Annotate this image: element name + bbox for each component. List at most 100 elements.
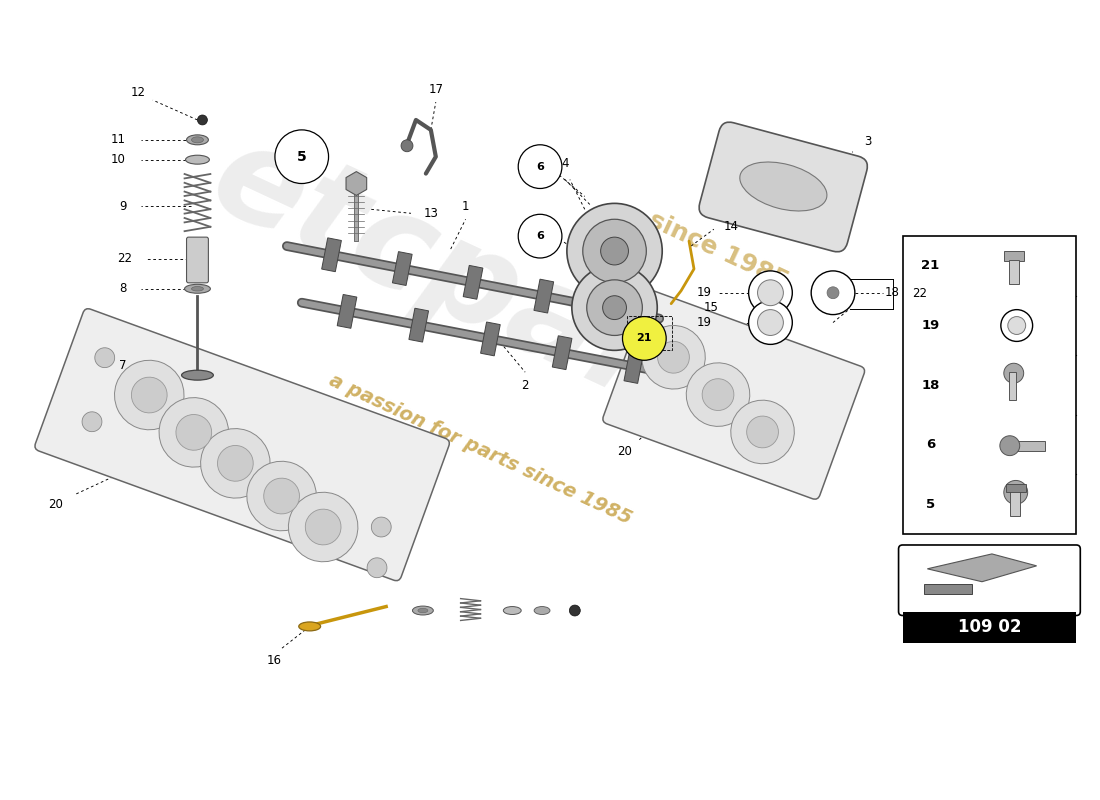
Text: 20: 20 xyxy=(48,498,63,510)
Ellipse shape xyxy=(299,622,320,631)
Circle shape xyxy=(1004,363,1024,383)
Circle shape xyxy=(1008,317,1025,334)
Circle shape xyxy=(570,605,581,616)
Polygon shape xyxy=(927,554,1036,582)
Polygon shape xyxy=(463,266,483,299)
Text: 9: 9 xyxy=(119,200,126,213)
Circle shape xyxy=(566,203,662,298)
Ellipse shape xyxy=(740,162,827,211)
Text: 19: 19 xyxy=(696,316,712,329)
Circle shape xyxy=(367,558,387,578)
Circle shape xyxy=(601,237,628,265)
Polygon shape xyxy=(552,336,572,370)
Text: 13: 13 xyxy=(424,207,438,220)
Text: 19: 19 xyxy=(921,319,939,332)
Bar xyxy=(1010,372,1016,400)
Text: 15: 15 xyxy=(703,301,718,314)
Circle shape xyxy=(623,317,667,360)
Text: 18: 18 xyxy=(886,286,900,299)
Polygon shape xyxy=(481,322,500,356)
Bar xyxy=(1004,251,1024,261)
Circle shape xyxy=(176,414,211,450)
Circle shape xyxy=(114,360,184,430)
Circle shape xyxy=(402,140,412,152)
Circle shape xyxy=(1000,436,1020,456)
Bar xyxy=(1009,260,1019,284)
Text: 14: 14 xyxy=(723,220,738,233)
Circle shape xyxy=(658,342,690,373)
Bar xyxy=(1005,485,1025,492)
Circle shape xyxy=(131,377,167,413)
Text: etcparts: etcparts xyxy=(191,112,808,490)
Text: 7: 7 xyxy=(119,358,126,372)
Ellipse shape xyxy=(535,606,550,614)
Circle shape xyxy=(686,363,750,426)
Circle shape xyxy=(264,478,299,514)
Text: 22: 22 xyxy=(912,287,927,300)
Bar xyxy=(627,315,672,350)
Polygon shape xyxy=(534,279,553,313)
Circle shape xyxy=(583,219,647,283)
Polygon shape xyxy=(605,293,625,326)
Ellipse shape xyxy=(504,606,521,614)
Ellipse shape xyxy=(186,155,209,164)
Ellipse shape xyxy=(191,286,204,291)
Text: 6: 6 xyxy=(536,231,544,241)
Text: 21: 21 xyxy=(921,259,939,273)
Text: 4: 4 xyxy=(561,157,569,170)
Text: 21: 21 xyxy=(637,334,652,343)
Text: 6: 6 xyxy=(926,438,935,451)
FancyBboxPatch shape xyxy=(899,545,1080,615)
Circle shape xyxy=(518,214,562,258)
Text: 20: 20 xyxy=(617,445,631,458)
Circle shape xyxy=(218,446,253,482)
Text: a passion for parts since 1985: a passion for parts since 1985 xyxy=(326,371,635,528)
Circle shape xyxy=(306,509,341,545)
Text: 18: 18 xyxy=(921,378,939,392)
Circle shape xyxy=(749,271,792,314)
Polygon shape xyxy=(338,294,356,328)
Ellipse shape xyxy=(185,284,210,294)
Bar xyxy=(1010,441,1045,450)
FancyBboxPatch shape xyxy=(35,309,450,581)
Text: 10: 10 xyxy=(111,153,125,166)
Circle shape xyxy=(372,517,392,537)
Text: 3: 3 xyxy=(865,135,871,148)
Bar xyxy=(1010,490,1020,516)
Text: 12: 12 xyxy=(131,86,145,98)
Text: 11: 11 xyxy=(110,134,125,146)
Text: 19: 19 xyxy=(696,286,712,299)
Polygon shape xyxy=(393,252,412,286)
Circle shape xyxy=(730,400,794,464)
Circle shape xyxy=(518,145,562,189)
Circle shape xyxy=(198,115,208,125)
Polygon shape xyxy=(409,308,429,342)
Ellipse shape xyxy=(191,137,204,142)
FancyBboxPatch shape xyxy=(603,291,865,499)
Circle shape xyxy=(275,130,329,183)
Circle shape xyxy=(200,429,271,498)
Polygon shape xyxy=(924,584,972,594)
Circle shape xyxy=(758,310,783,335)
Text: 6: 6 xyxy=(536,162,544,172)
Circle shape xyxy=(572,265,658,350)
Text: 1: 1 xyxy=(462,200,470,213)
FancyBboxPatch shape xyxy=(700,122,868,252)
Text: 16: 16 xyxy=(266,654,282,666)
FancyBboxPatch shape xyxy=(187,237,208,283)
Circle shape xyxy=(95,348,114,368)
Circle shape xyxy=(641,326,705,389)
Text: 5: 5 xyxy=(926,498,935,510)
Polygon shape xyxy=(346,171,366,195)
Text: since 1985: since 1985 xyxy=(645,208,792,294)
Text: 109 02: 109 02 xyxy=(958,618,1021,637)
Ellipse shape xyxy=(182,370,213,380)
Text: 8: 8 xyxy=(119,282,126,295)
Polygon shape xyxy=(321,238,341,272)
Circle shape xyxy=(747,416,779,448)
Text: 2: 2 xyxy=(521,378,529,392)
Circle shape xyxy=(1001,310,1033,342)
Circle shape xyxy=(82,412,102,432)
Text: 5: 5 xyxy=(297,150,307,164)
Text: 17: 17 xyxy=(428,82,443,96)
